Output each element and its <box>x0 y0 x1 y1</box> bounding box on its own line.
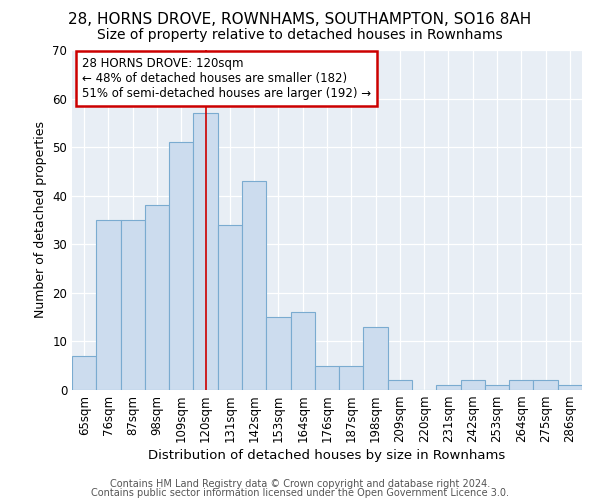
Bar <box>218 225 242 390</box>
Text: Contains HM Land Registry data © Crown copyright and database right 2024.: Contains HM Land Registry data © Crown c… <box>110 479 490 489</box>
Text: 28 HORNS DROVE: 120sqm
← 48% of detached houses are smaller (182)
51% of semi-de: 28 HORNS DROVE: 120sqm ← 48% of detached… <box>82 57 371 100</box>
Bar <box>242 181 266 390</box>
Text: 28, HORNS DROVE, ROWNHAMS, SOUTHAMPTON, SO16 8AH: 28, HORNS DROVE, ROWNHAMS, SOUTHAMPTON, … <box>68 12 532 28</box>
Bar <box>461 380 485 390</box>
Bar <box>509 380 533 390</box>
Bar <box>485 385 509 390</box>
Bar <box>121 220 145 390</box>
Bar <box>290 312 315 390</box>
Bar <box>558 385 582 390</box>
Text: Contains public sector information licensed under the Open Government Licence 3.: Contains public sector information licen… <box>91 488 509 498</box>
Bar <box>145 206 169 390</box>
X-axis label: Distribution of detached houses by size in Rownhams: Distribution of detached houses by size … <box>148 450 506 462</box>
Y-axis label: Number of detached properties: Number of detached properties <box>34 122 47 318</box>
Bar <box>436 385 461 390</box>
Bar <box>315 366 339 390</box>
Bar <box>339 366 364 390</box>
Bar <box>193 113 218 390</box>
Bar <box>169 142 193 390</box>
Bar <box>364 327 388 390</box>
Bar <box>388 380 412 390</box>
Bar <box>266 317 290 390</box>
Bar <box>533 380 558 390</box>
Bar <box>72 356 96 390</box>
Text: Size of property relative to detached houses in Rownhams: Size of property relative to detached ho… <box>97 28 503 42</box>
Bar <box>96 220 121 390</box>
